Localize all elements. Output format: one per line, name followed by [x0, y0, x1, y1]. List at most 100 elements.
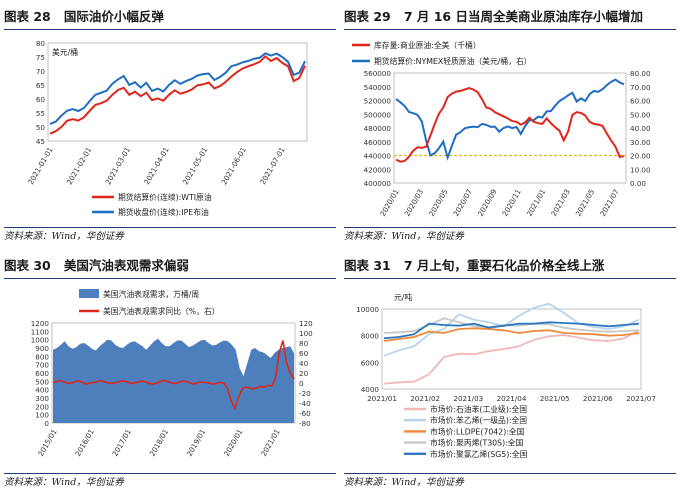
ytick-left-29-5: 460000 — [364, 138, 392, 147]
legend-29-0-text: 库存量:商业原油:全美（千桶） — [374, 40, 481, 50]
xtick-31-2: 2021/03 — [453, 394, 483, 403]
series-line-31-2 — [383, 327, 640, 342]
legend-31-3-text: 市场价:聚丙烯(T30S):全国 — [430, 438, 524, 448]
xtick-28-3: 2021-04-01 — [142, 146, 171, 187]
panel-29-label: 图表 29 — [344, 9, 391, 24]
plot-frame-29 — [393, 72, 627, 184]
xtick-31-4: 2021/05 — [540, 394, 570, 403]
legend-30-0-text: 美国汽油表观需求，万桶/周 — [103, 289, 199, 299]
xtick-28-5: 2021-06-01 — [219, 145, 248, 186]
panel-31-title-bar: 图表 31 7 月上旬，重要石化品价格全线上涨 — [344, 254, 676, 279]
ytick-28-2: 70 — [36, 67, 46, 76]
ytick-left-30-11: 100 — [35, 411, 49, 420]
ytick-right-30-9: -60 — [299, 409, 311, 418]
ytick-left-29-4: 480000 — [364, 124, 392, 133]
panel-29: 图表 29 7 月 16 日当周全美商业原油库存小幅增加 560000 54000… — [344, 5, 676, 243]
ytick-left-30-8: 400 — [35, 386, 49, 395]
series-line-29-0 — [395, 87, 625, 163]
ytick-right-29-7: 10.00 — [630, 165, 651, 174]
ytick-right-29-2: 60.00 — [630, 97, 651, 106]
panel-30: 图表 30 美国汽油表观需求偏弱 1200 1100 1000 900 800 700 60… — [4, 254, 336, 490]
xtick-29-9: 2021/07 — [598, 188, 621, 218]
ytick-right-30-7: -20 — [299, 389, 311, 398]
ytick-left-29-8: 400000 — [364, 179, 392, 188]
ytick-right-30-1: 100 — [299, 329, 313, 338]
panel-28: 图表 28 国际油价小幅反弹 美元/桶 80 75 70 65 60 55 50 45 2021-… — [4, 5, 336, 243]
unit-label-31: 元/吨 — [394, 292, 412, 302]
xtick-29-7: 2021/03 — [549, 188, 572, 218]
ytick-left-30-1: 1100 — [31, 327, 50, 336]
panel-28-title-bar: 图表 28 国际油价小幅反弹 — [4, 5, 336, 30]
legend-28-0-text: 期货结算价(连续):WTI原油 — [118, 192, 212, 202]
ytick-right-30-2: 80 — [299, 339, 309, 348]
xtick-29-3: 2020/07 — [451, 188, 474, 218]
xtick-29-5: 2020/11 — [500, 188, 523, 218]
ytick-left-30-10: 200 — [35, 402, 49, 411]
chart-30: 1200110010009008007006005004003002001000… — [31, 289, 313, 458]
ytick-left-30-0: 1200 — [31, 319, 50, 328]
ytick-right-29-6: 20.00 — [630, 152, 651, 161]
series-line-31-0 — [383, 329, 640, 385]
panel-29-title-bar: 图表 29 7 月 16 日当周全美商业原油库存小幅增加 — [344, 5, 676, 30]
panel-28-source: 资料来源：Wind，华创证券 — [4, 227, 336, 246]
legend-30-1-text: 美国汽油表观需求同比（%，右） — [103, 306, 220, 316]
chart-29: 560000 540000 520000 500000 480000 460000 4400… — [352, 40, 651, 218]
unit-label-28: 美元/桶 — [52, 47, 78, 57]
ytick-right-29-8: 0.00 — [630, 179, 646, 188]
xtick-28-0: 2021-01-01 — [26, 146, 55, 187]
ytick-28-4: 60 — [36, 95, 46, 104]
ytick-28-6: 50 — [36, 123, 46, 132]
xtick-31-0: 2021/01 — [367, 394, 397, 403]
ytick-left-29-2: 520000 — [364, 97, 392, 106]
legend-28-1-text: 期货收盘价(连续):IPE布油 — [118, 207, 209, 217]
legend-31-4-text: 市场价:聚氯乙烯(SG5):全国 — [430, 449, 528, 459]
panel-29-source: 资料来源：Wind，华创证券 — [344, 227, 676, 246]
panel-31-source: 资料来源：Wind，华创证券 — [344, 473, 676, 492]
xtick-30-6: 2021/01 — [259, 428, 282, 458]
series-line-28-0 — [49, 55, 306, 135]
ytick-right-30-10: -80 — [299, 419, 311, 428]
ytick-31-0: 10000 — [356, 305, 379, 314]
xtick-30-0: 2015/01 — [36, 428, 59, 458]
xtick-28-1: 2021-02-01 — [65, 146, 94, 187]
series-line-28-1 — [49, 52, 306, 125]
panel-30-source: 资料来源：Wind，华创证券 — [4, 473, 336, 492]
ytick-31-2: 6000 — [361, 358, 380, 367]
ytick-left-30-5: 700 — [35, 361, 49, 370]
legend-30-0-swatch — [79, 289, 99, 298]
xtick-29-1: 2020/03 — [402, 188, 425, 218]
xtick-30-3: 2018/01 — [148, 428, 171, 458]
legend-31-1-text: 市场价:苯乙烯(一级品):全国 — [430, 415, 527, 425]
ytick-left-30-3: 900 — [35, 344, 49, 353]
ytick-28-7: 45 — [36, 137, 45, 146]
ytick-right-30-8: -40 — [299, 399, 311, 408]
ytick-left-30-9: 300 — [35, 394, 49, 403]
ytick-left-30-7: 500 — [35, 377, 49, 386]
plot-frame-31 — [381, 308, 642, 390]
xtick-29-2: 2020/05 — [427, 188, 450, 218]
plot-frame-28 — [47, 42, 308, 142]
ytick-right-30-3: 60 — [299, 349, 309, 358]
ytick-right-29-5: 30.00 — [630, 138, 651, 147]
legend-31-0-text: 市场价:石油苯(工业级):全国 — [430, 404, 527, 414]
ytick-left-30-4: 800 — [35, 352, 49, 361]
series-line-30-1 — [52, 340, 295, 411]
ytick-left-29-0: 560000 — [364, 69, 392, 78]
panel-30-title: 美国汽油表观需求偏弱 — [63, 258, 189, 273]
xtick-29-0: 2020/01 — [378, 188, 401, 218]
ytick-right-29-3: 50.00 — [630, 110, 651, 119]
ytick-left-30-12: 0 — [44, 419, 49, 428]
xtick-28-2: 2021-03-01 — [103, 146, 132, 187]
series-line-29-1 — [395, 78, 625, 161]
ytick-28-5: 55 — [36, 109, 45, 118]
ytick-right-30-6: 0 — [299, 379, 304, 388]
panel-28-title: 国际油价小幅反弹 — [63, 9, 164, 24]
ytick-31-3: 4000 — [361, 385, 380, 394]
ytick-right-30-4: 40 — [299, 359, 309, 368]
xtick-28-4: 2021-05-01 — [181, 146, 210, 187]
ytick-left-29-3: 500000 — [364, 110, 392, 119]
ytick-31-1: 8000 — [361, 332, 380, 341]
ytick-28-0: 80 — [36, 39, 46, 48]
